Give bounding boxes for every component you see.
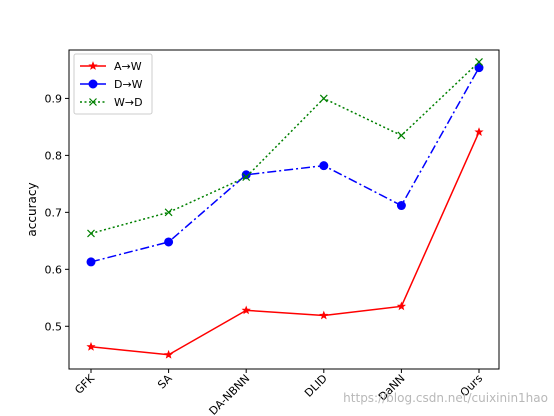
data-point-s0-4 xyxy=(396,301,407,311)
data-point-s2-1 xyxy=(164,208,173,217)
data-point-s2-0 xyxy=(87,229,95,238)
data-point-s0-1 xyxy=(163,349,174,359)
y-tick-label-2: 0.7 xyxy=(45,206,63,219)
axes-frame xyxy=(68,49,500,370)
legend-marker-0 xyxy=(88,61,98,70)
legend-marker-2 xyxy=(89,98,97,106)
series-line-1 xyxy=(90,67,480,263)
legend-box xyxy=(73,53,153,115)
data-point-s0-5 xyxy=(474,127,484,136)
data-point-s1-1 xyxy=(164,237,174,247)
data-point-s2-5 xyxy=(475,58,483,66)
data-point-s2-2 xyxy=(242,173,251,181)
y-tick-label-4: 0.9 xyxy=(45,92,63,105)
plot-layer xyxy=(86,58,484,359)
data-point-s0-3 xyxy=(319,310,329,320)
series-line-2 xyxy=(90,61,480,235)
y-axis-label: accuracy xyxy=(25,182,39,236)
legend: A→W D→W W→D xyxy=(73,53,153,115)
data-point-s1-5 xyxy=(474,63,484,73)
y-tick-label-0: 0.5 xyxy=(45,320,63,333)
legend-marker-1 xyxy=(88,79,98,89)
y-tick-label-3: 0.8 xyxy=(45,149,63,162)
series-line-0 xyxy=(90,131,480,356)
legend-label-0: A→W xyxy=(114,60,142,73)
data-point-s2-3 xyxy=(319,94,328,103)
data-point-s2-4 xyxy=(397,131,406,140)
data-point-s1-2 xyxy=(241,170,251,180)
y-tick-label-1: 0.6 xyxy=(45,263,63,276)
data-point-s1-4 xyxy=(396,201,406,211)
legend-label-2: W→D xyxy=(114,96,143,109)
data-point-s1-0 xyxy=(86,257,96,267)
data-point-s0-2 xyxy=(241,305,251,315)
data-point-s0-0 xyxy=(86,341,96,351)
data-point-s1-3 xyxy=(319,161,329,171)
watermark-text: https://blog.csdn.net/cuixinin1hao xyxy=(343,391,548,405)
legend-label-1: D→W xyxy=(114,78,143,91)
